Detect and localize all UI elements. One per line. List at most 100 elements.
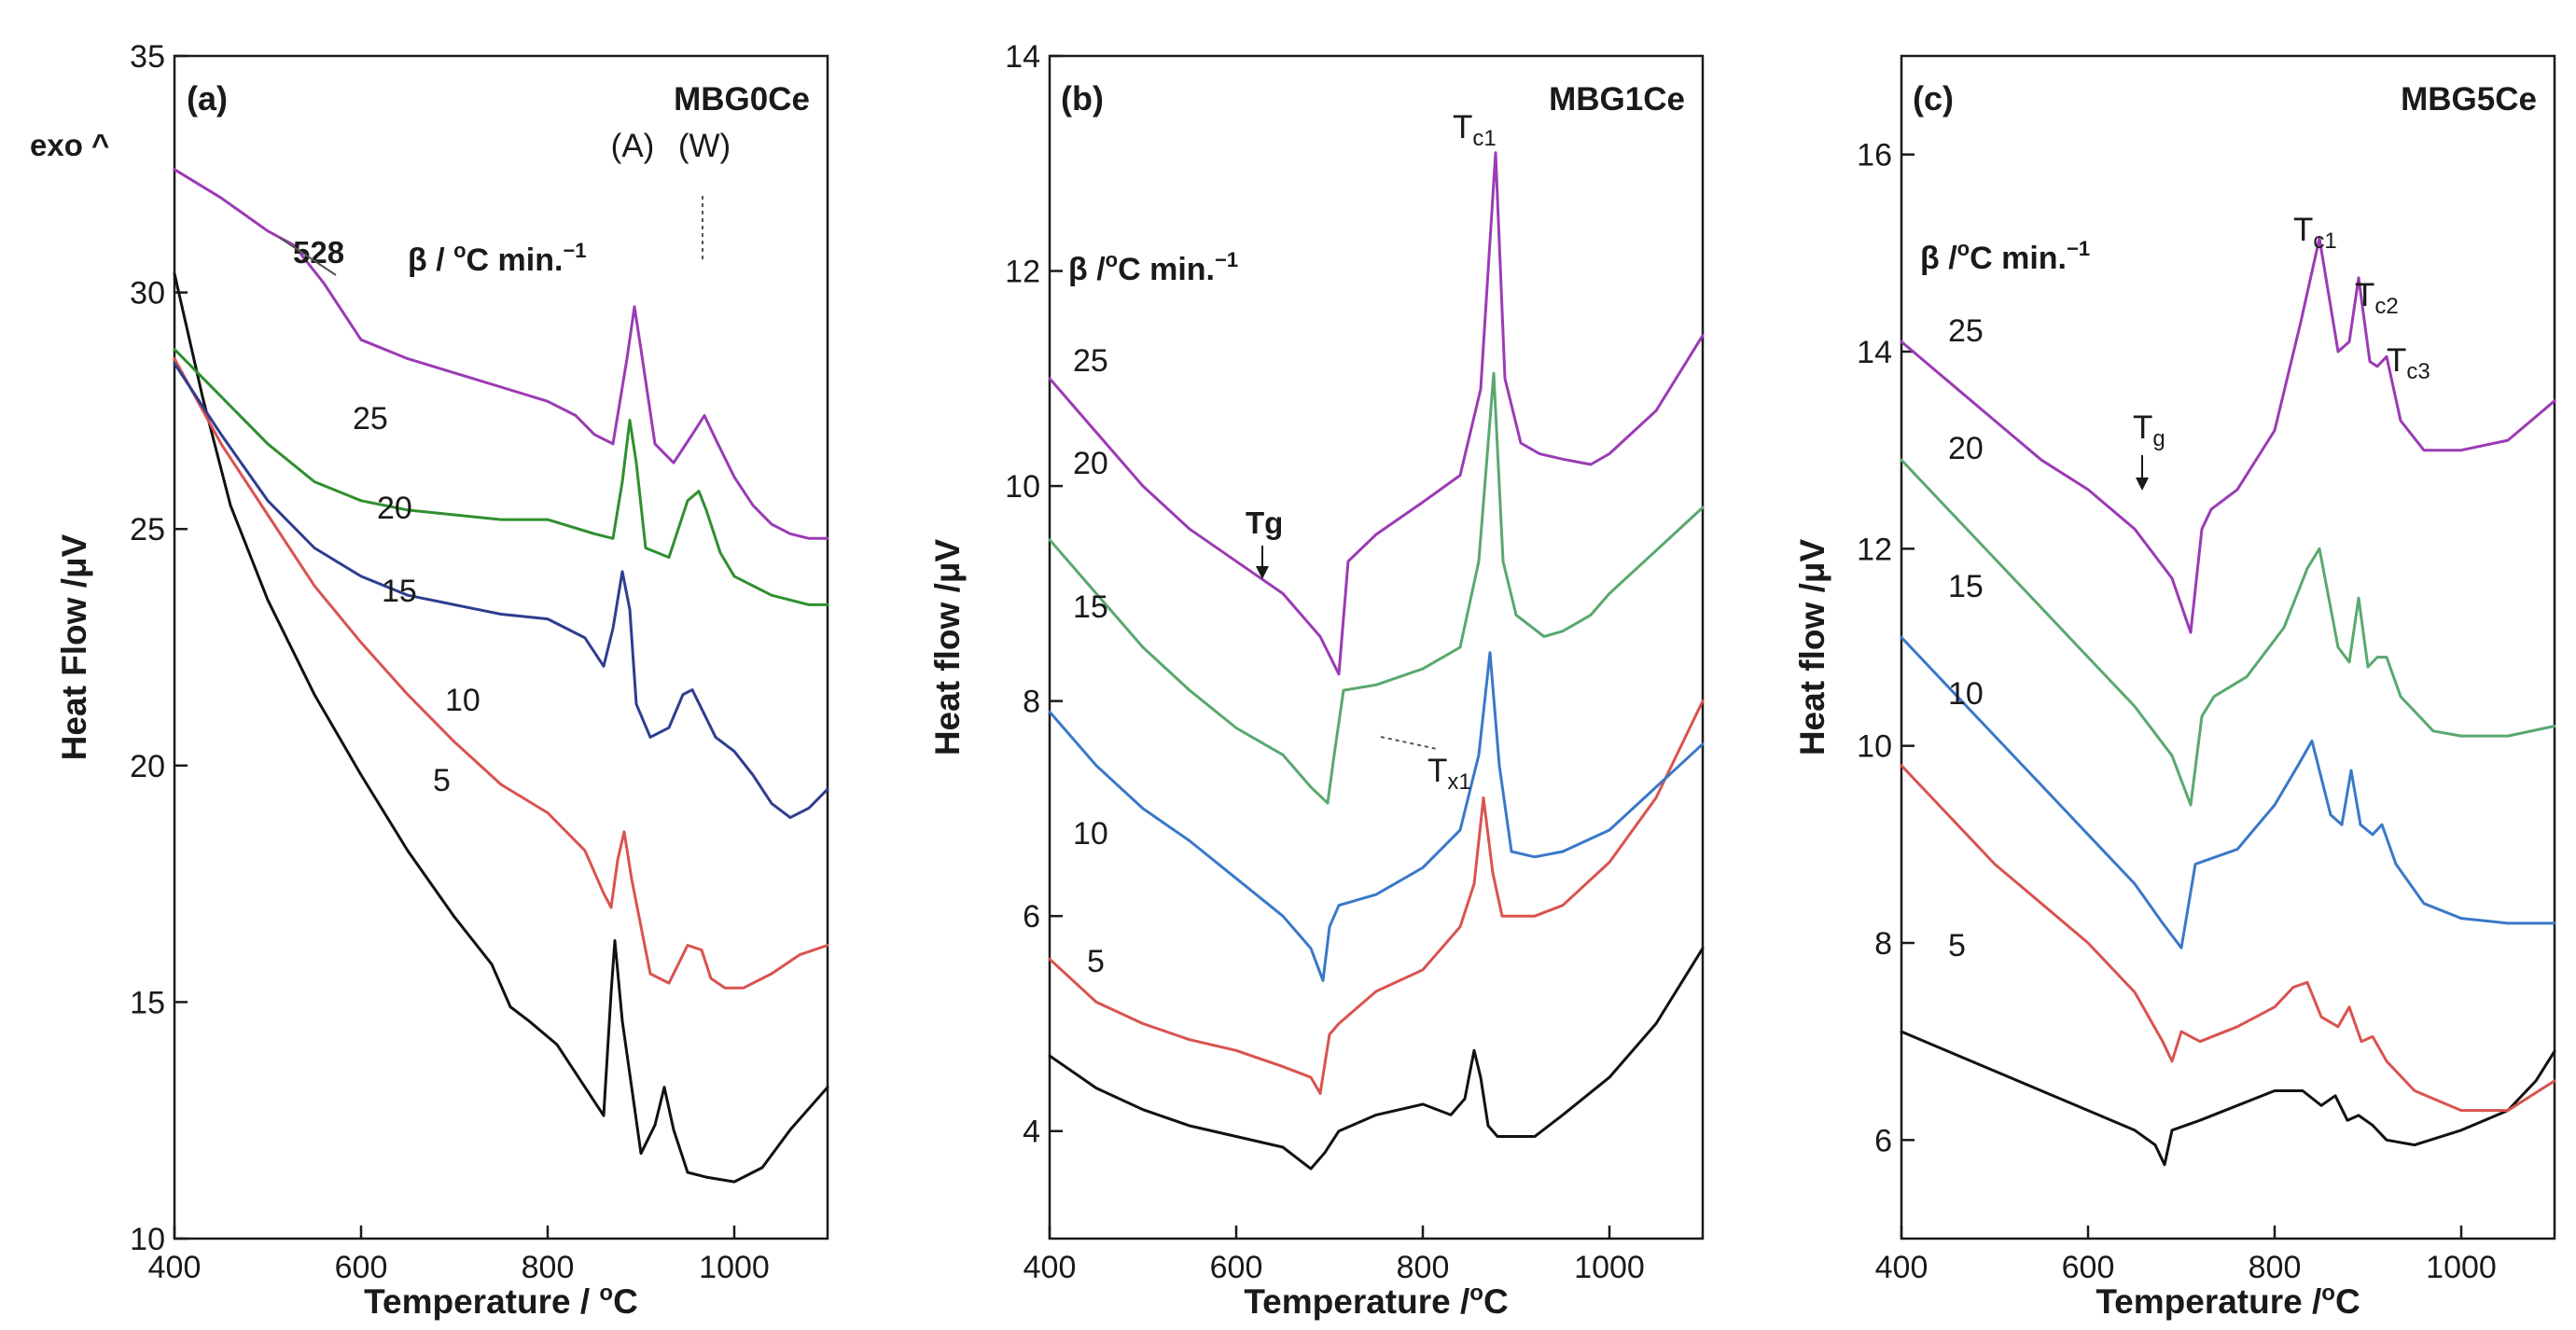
panel-a-label: (a) xyxy=(187,79,228,118)
panel-a-rate-15: 15 xyxy=(382,574,417,609)
panel-b-tg-arrow-icon xyxy=(1256,546,1269,579)
panel-c-tc3-label: Tc3 xyxy=(2387,342,2430,384)
panel-b-series-20 xyxy=(1048,371,1705,805)
panel-c-rate-20: 20 xyxy=(1948,431,1984,466)
panel-a-rate-25: 25 xyxy=(353,401,388,436)
panel-b-legend-title: β /oC min.−1 xyxy=(1068,248,1238,287)
panel-c-y-tick-label: 6 xyxy=(1874,1123,1892,1158)
panel-a-legend-title: β / oC min.−1 xyxy=(408,239,587,278)
panel-a-peak-w-label: (W) xyxy=(678,128,731,164)
panel-a-x-axis-title: Temperature / oC xyxy=(364,1281,638,1321)
panel-b-tx1-label: Tx1 xyxy=(1427,753,1471,795)
panel-c-rate-10: 10 xyxy=(1948,676,1984,712)
panel-c-x-tick-label: 600 xyxy=(2062,1250,2115,1285)
panel-b-tc1-label: Tc1 xyxy=(1453,109,1497,151)
panel-b-x-tick-label: 1000 xyxy=(1574,1250,1645,1285)
panel-a-y-tick-label: 20 xyxy=(130,749,165,784)
panel-a-series-25 xyxy=(173,168,829,540)
panel-c-x-tick-label: 1000 xyxy=(2426,1250,2497,1285)
panel-c-tc1-label: Tc1 xyxy=(2293,212,2337,254)
panel-b-rate-20: 20 xyxy=(1073,446,1108,481)
panel-c-rate-25: 25 xyxy=(1948,313,1984,349)
panel-a-y-tick-label: 10 xyxy=(130,1222,165,1257)
panel-b-series-10 xyxy=(1048,700,1705,1095)
panel-c-sample-name: MBG5Ce xyxy=(2401,81,2537,118)
panel-a-series-20 xyxy=(173,348,829,606)
panel-b-rate-5: 5 xyxy=(1087,944,1105,979)
panel-b-y-tick-label: 8 xyxy=(1023,685,1040,720)
panel-a-y-tick-label: 25 xyxy=(130,512,165,547)
panel-b-y-tick-label: 14 xyxy=(1005,39,1040,75)
panel-a: 400 600 800 1000 10 15 20 25 30 35 Temperature /… xyxy=(30,39,829,1321)
panel-c-y-tick-label: 16 xyxy=(1857,138,1892,173)
panel-a-y-axis-title: Heat Flow /μV xyxy=(55,533,93,760)
panel-a-y-tick-label: 35 xyxy=(130,39,165,75)
panel-a-tg-tangent-line xyxy=(279,237,337,276)
panel-c-x-axis-title: Temperature /oC xyxy=(2096,1281,2360,1321)
panel-c-y-axis: 6 8 10 12 14 16 xyxy=(1857,138,1915,1158)
panel-c-series-15 xyxy=(1900,635,2556,949)
panel-b-series-25 xyxy=(1048,151,1705,676)
panel-a-x-tick-label: 1000 xyxy=(699,1250,770,1285)
panel-c-series-layer xyxy=(1900,237,2556,1167)
panel-c-rate-5: 5 xyxy=(1948,928,1966,963)
panel-a-series-layer xyxy=(173,168,829,1184)
panel-b-rate-10: 10 xyxy=(1073,816,1108,852)
panel-b-x-axis: 400 600 800 1000 xyxy=(1023,1226,1645,1285)
panel-c-legend-title: β /oC min.−1 xyxy=(1920,237,2090,276)
panel-c-series-10 xyxy=(1900,764,2556,1113)
panel-a-series-5 xyxy=(173,271,829,1184)
panel-c-x-axis: 400 600 800 1000 xyxy=(1875,1226,2497,1285)
panel-c-y-tick-label: 10 xyxy=(1857,729,1892,765)
panel-b-series-5 xyxy=(1048,947,1705,1171)
panel-a-rate-5: 5 xyxy=(433,763,451,798)
panel-c-x-tick-label: 800 xyxy=(2249,1250,2302,1285)
panel-c-y-axis-title: Heat flow /μV xyxy=(1793,539,1831,756)
panel-b-y-tick-label: 12 xyxy=(1005,255,1040,290)
panel-a-x-tick-label: 800 xyxy=(522,1250,575,1285)
panel-b-rate-15: 15 xyxy=(1073,589,1108,625)
panel-c-tc2-label: Tc2 xyxy=(2355,277,2399,319)
panel-b-series-15 xyxy=(1048,651,1705,982)
panel-c-series-20 xyxy=(1900,458,2556,807)
panel-c-series-5 xyxy=(1900,1030,2556,1167)
panel-b-x-axis-title: Temperature /oC xyxy=(1244,1281,1508,1321)
panel-c-tg-label: Tg xyxy=(2133,409,2165,451)
panel-b-y-tick-label: 10 xyxy=(1005,469,1040,505)
panel-b-y-tick-label: 6 xyxy=(1023,899,1040,935)
panel-b-tx1-tangent xyxy=(1380,736,1438,750)
panel-c-tg-arrow-icon xyxy=(2136,455,2149,491)
panel-c-series-25 xyxy=(1900,237,2556,634)
panel-b-rate-25: 25 xyxy=(1073,343,1108,379)
panel-b-y-axis: 4 6 8 10 12 14 xyxy=(1005,39,1063,1150)
panel-a-peak-a-label: (A) xyxy=(611,128,655,164)
panel-a-plot-frame xyxy=(173,54,829,1240)
panel-c-plot-frame xyxy=(1900,54,2556,1240)
panel-c-y-tick-label: 8 xyxy=(1874,926,1892,962)
panel-a-x-axis: 400 600 800 1000 xyxy=(148,1226,770,1285)
panel-b-series-layer xyxy=(1048,151,1705,1171)
panel-a-y-tick-label: 15 xyxy=(130,985,165,1020)
panel-a-y-axis: 10 15 20 25 30 35 xyxy=(130,39,188,1257)
panel-a-x-tick-label: 400 xyxy=(148,1250,202,1285)
panel-b-plot-frame xyxy=(1048,54,1705,1240)
panel-c-x-tick-label: 400 xyxy=(1875,1250,1929,1285)
panel-a-y-tick-label: 30 xyxy=(130,276,165,312)
panel-b-sample-name: MBG1Ce xyxy=(1549,81,1685,118)
panel-b-y-axis-title: Heat flow /μV xyxy=(928,539,967,756)
panel-c-y-tick-label: 14 xyxy=(1857,335,1892,370)
panel-a-sample-name: MBG0Ce xyxy=(674,81,810,118)
panel-a-rate-20: 20 xyxy=(377,491,412,526)
panel-b-x-tick-label: 400 xyxy=(1023,1250,1077,1285)
panel-b-tg-label: Tg xyxy=(1246,506,1283,540)
panel-b-y-tick-label: 4 xyxy=(1023,1115,1040,1150)
panel-c-y-tick-label: 12 xyxy=(1857,532,1892,567)
panel-a-rate-10: 10 xyxy=(445,683,480,718)
panel-a-series-10 xyxy=(173,357,829,990)
panel-a-x-tick-label: 600 xyxy=(335,1250,388,1285)
panel-a-exo-indicator: exo ^ xyxy=(30,128,109,162)
panel-c: 400 600 800 1000 6 8 10 12 14 16 Temperature /oC… xyxy=(1793,54,2556,1321)
panel-b-x-tick-label: 800 xyxy=(1397,1250,1450,1285)
panel-a-series-15 xyxy=(173,362,829,820)
